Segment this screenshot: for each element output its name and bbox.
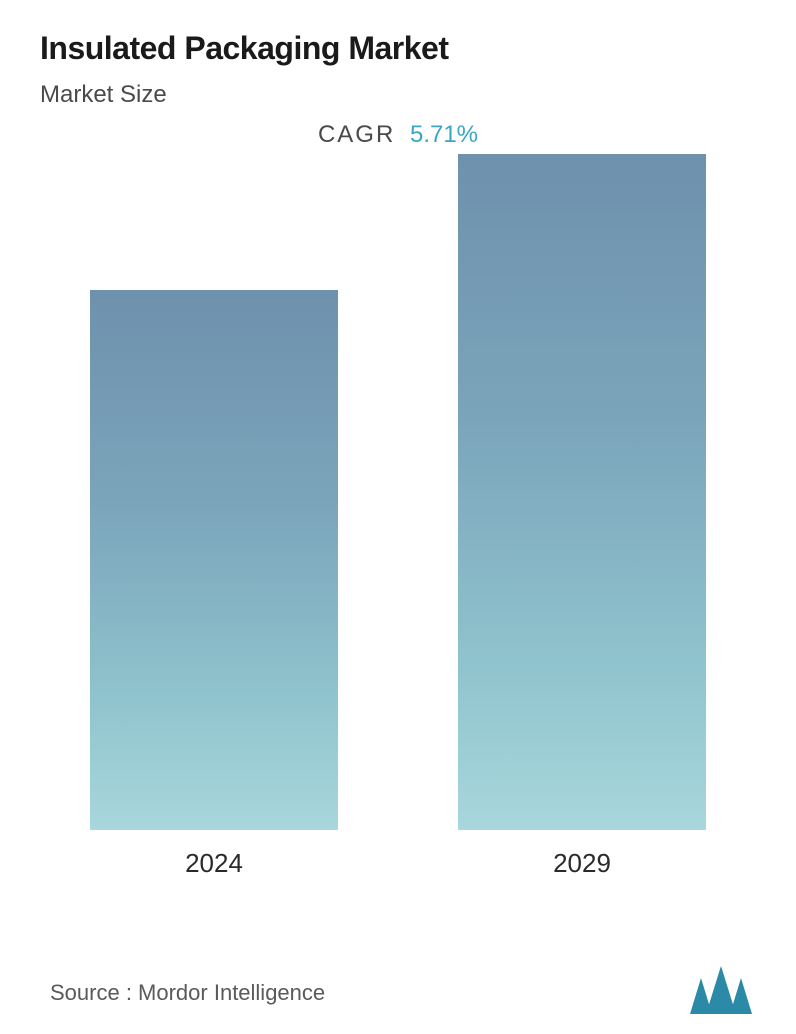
page-subtitle: Market Size: [40, 81, 756, 109]
bar-2029: [458, 154, 706, 830]
page-title: Insulated Packaging Market: [40, 30, 756, 67]
source-text: Source : Mordor Intelligence: [50, 980, 325, 1006]
bar-group-2024: 2024: [90, 290, 338, 879]
bar-chart: 2024 2029: [40, 159, 756, 879]
cagr-line: CAGR 5.71%: [40, 121, 756, 149]
bar-group-2029: 2029: [458, 154, 706, 879]
mordor-logo-icon: [690, 966, 752, 1014]
bar-2024: [90, 290, 338, 830]
cagr-value: 5.71%: [410, 121, 478, 148]
bar-label-2024: 2024: [185, 848, 243, 879]
cagr-label: CAGR: [318, 121, 395, 148]
page-container: Insulated Packaging Market Market Size C…: [0, 0, 796, 1034]
bar-label-2029: 2029: [553, 848, 611, 879]
